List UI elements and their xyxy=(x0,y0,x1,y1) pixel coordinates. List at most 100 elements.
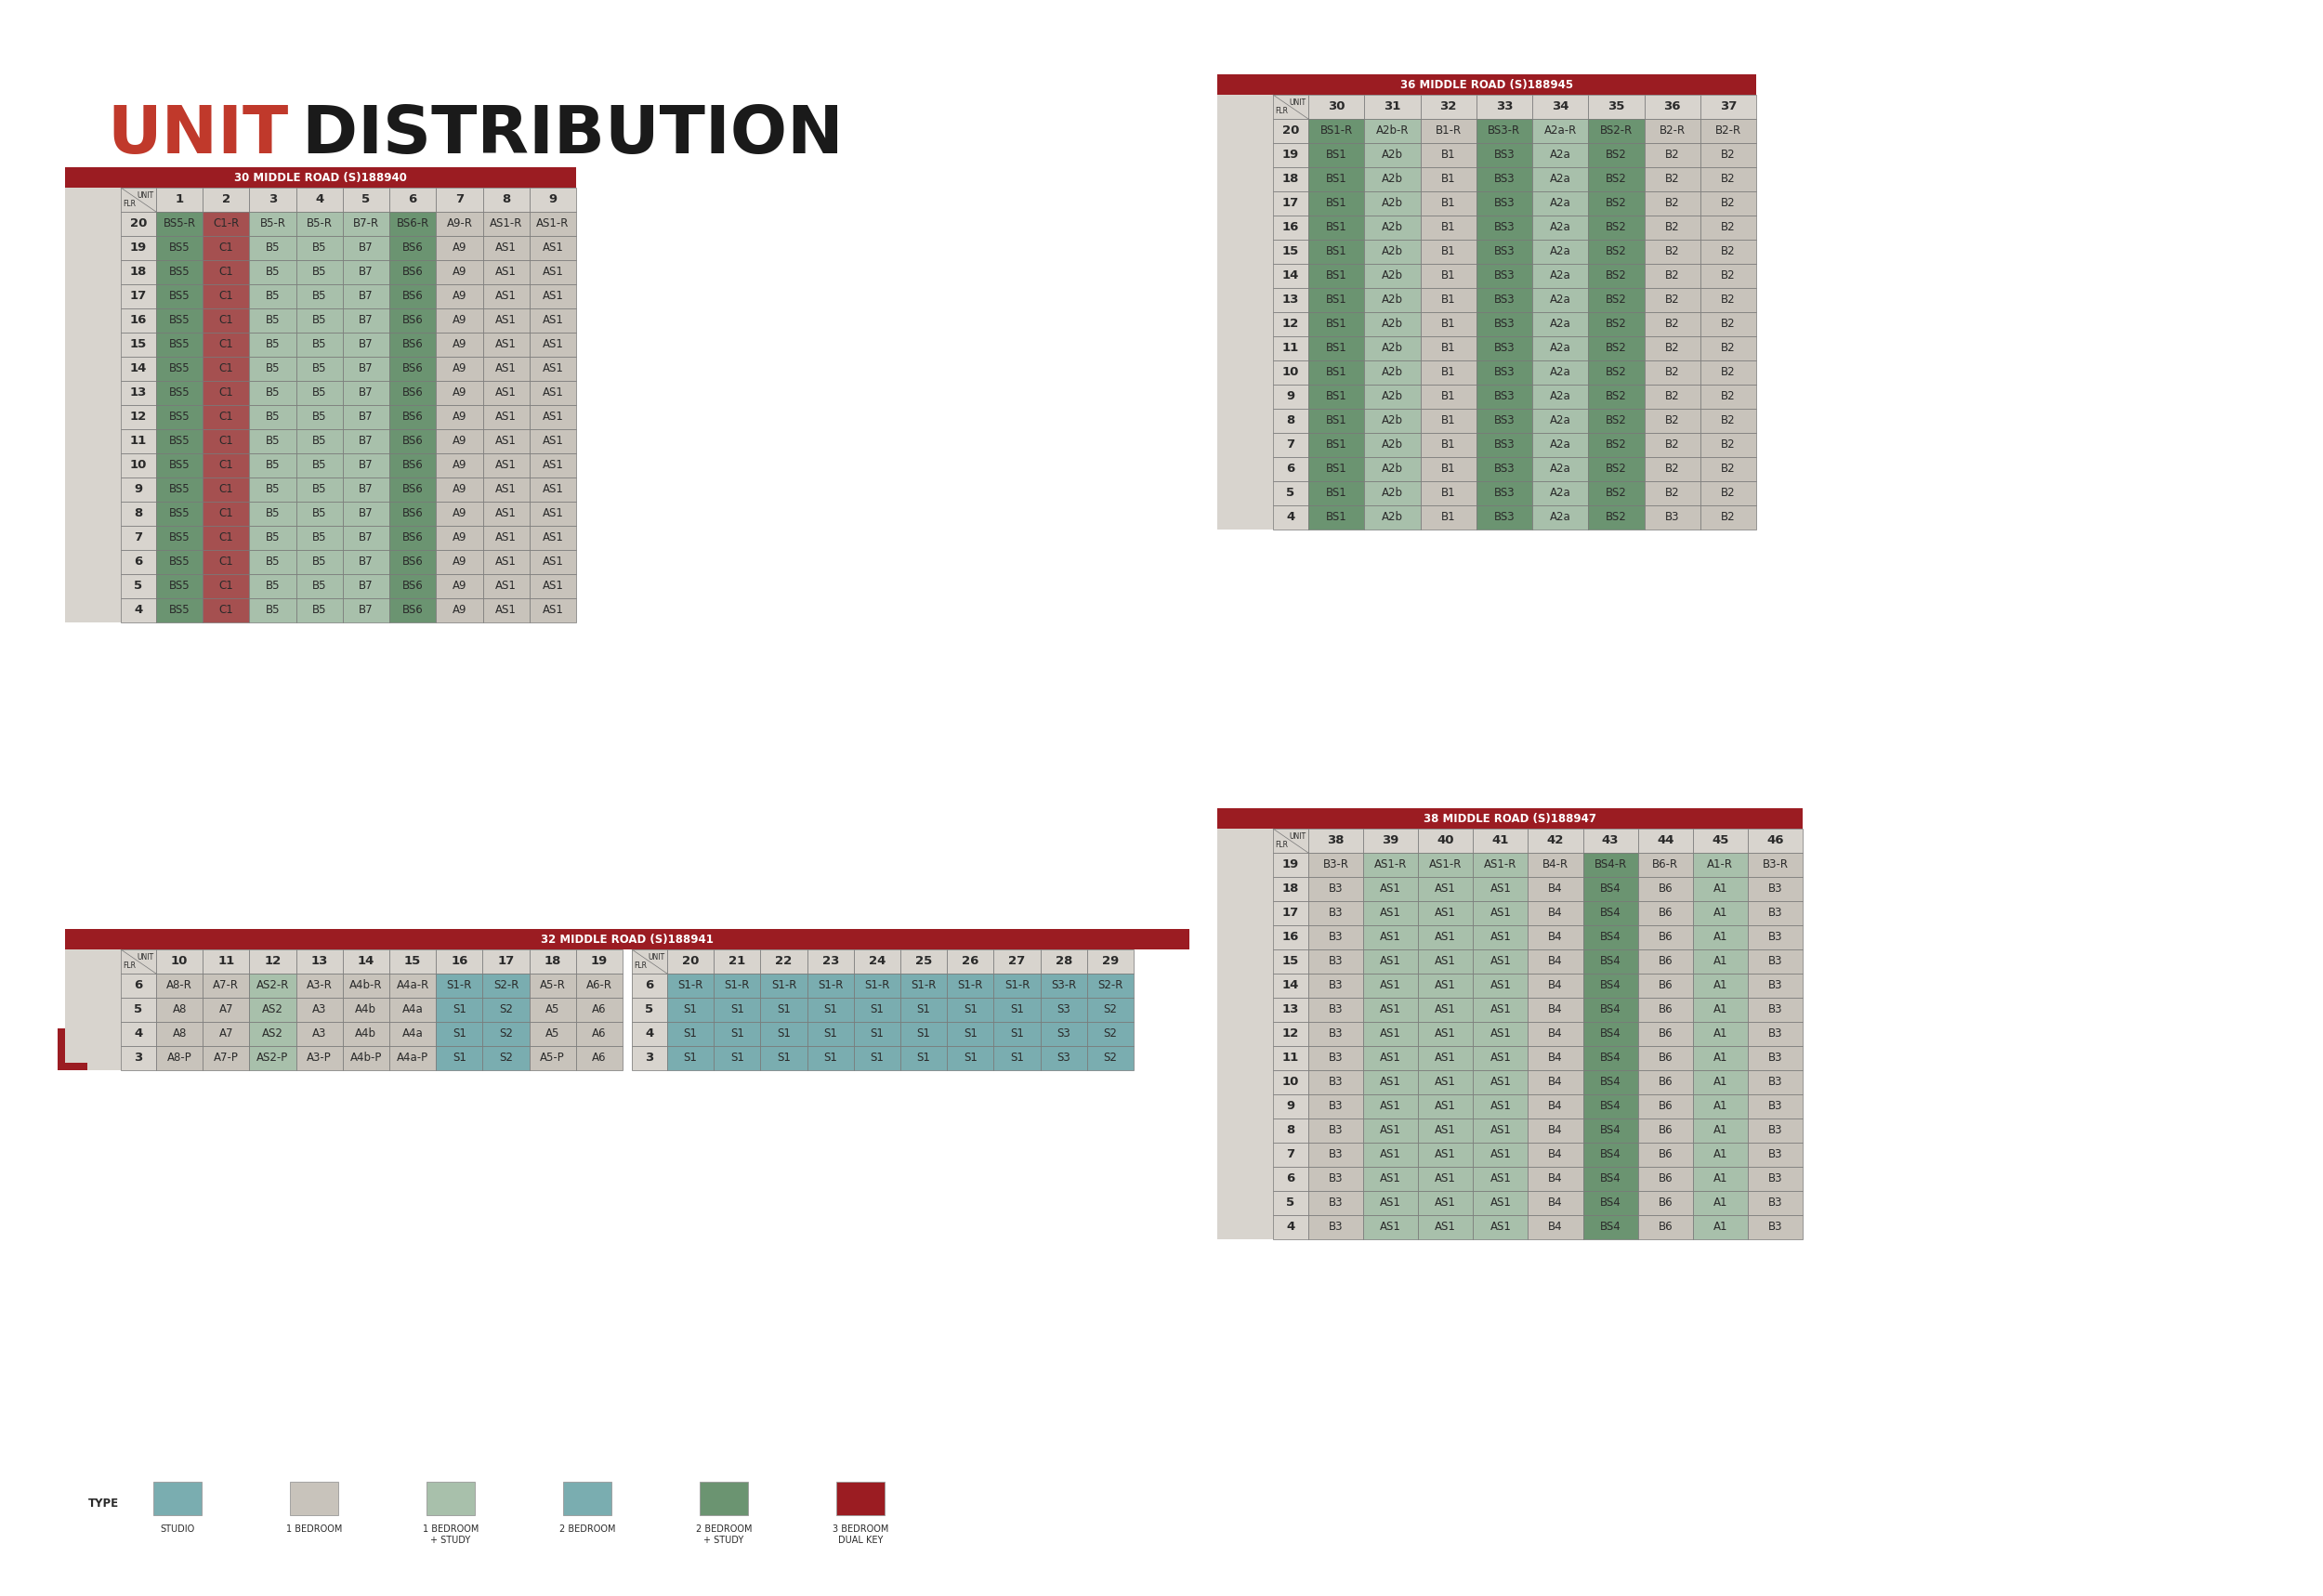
Text: S3: S3 xyxy=(1057,1004,1071,1015)
Text: S2: S2 xyxy=(499,1028,513,1041)
Bar xyxy=(437,212,483,236)
Text: S1-R: S1-R xyxy=(725,980,750,991)
Bar xyxy=(202,974,249,998)
Bar xyxy=(1419,482,1477,506)
Bar xyxy=(121,974,156,998)
Bar xyxy=(1273,287,1308,313)
Text: BS6: BS6 xyxy=(402,243,423,254)
Bar xyxy=(1645,506,1700,530)
Text: B7: B7 xyxy=(358,484,374,496)
Bar xyxy=(1041,1021,1087,1045)
Text: AS1: AS1 xyxy=(495,436,516,447)
Bar xyxy=(156,575,202,598)
Bar xyxy=(1417,998,1473,1021)
Text: BS1: BS1 xyxy=(1326,294,1347,306)
Text: UNIT: UNIT xyxy=(107,102,288,166)
Text: 32 MIDDLE ROAD (S)188941: 32 MIDDLE ROAD (S)188941 xyxy=(541,934,713,945)
Bar xyxy=(1473,998,1529,1021)
Text: B3: B3 xyxy=(1329,980,1343,991)
Bar xyxy=(1308,506,1364,530)
Text: 14: 14 xyxy=(358,956,374,967)
Bar xyxy=(344,212,390,236)
Bar xyxy=(1700,94,1756,120)
Text: 17: 17 xyxy=(1282,907,1299,919)
Text: A9: A9 xyxy=(453,460,467,471)
Text: BS2: BS2 xyxy=(1605,463,1626,476)
Bar xyxy=(1477,239,1533,263)
Text: S1-R: S1-R xyxy=(1004,980,1029,991)
Text: AS2-P: AS2-P xyxy=(258,1052,288,1065)
Bar xyxy=(1308,828,1364,852)
Bar xyxy=(1473,1167,1529,1191)
Text: BS5: BS5 xyxy=(170,508,190,520)
Text: A2a: A2a xyxy=(1549,318,1570,330)
Text: B2: B2 xyxy=(1721,487,1735,500)
Text: B3-R: B3-R xyxy=(1763,859,1789,871)
Bar xyxy=(249,501,295,525)
Text: 5: 5 xyxy=(362,193,369,206)
Bar xyxy=(1589,192,1645,215)
Text: B3: B3 xyxy=(1768,956,1782,967)
Bar xyxy=(1529,852,1582,876)
Text: B3: B3 xyxy=(1329,1125,1343,1136)
Bar xyxy=(530,998,576,1021)
Bar xyxy=(121,1021,156,1045)
Bar xyxy=(1589,385,1645,409)
Bar xyxy=(1645,287,1700,313)
Bar xyxy=(1419,456,1477,482)
Text: B7: B7 xyxy=(358,412,374,423)
Bar xyxy=(1533,361,1589,385)
Bar xyxy=(948,974,994,998)
Text: BS6: BS6 xyxy=(402,267,423,278)
Bar xyxy=(344,188,390,212)
Text: STUDIO: STUDIO xyxy=(160,1524,195,1534)
Text: A3: A3 xyxy=(311,1004,328,1015)
Text: B5: B5 xyxy=(311,484,328,496)
Text: AS1: AS1 xyxy=(495,531,516,544)
Text: 10: 10 xyxy=(130,460,146,471)
Bar xyxy=(994,1045,1041,1071)
Text: 13: 13 xyxy=(311,956,328,967)
Bar xyxy=(667,974,713,998)
Bar xyxy=(1645,385,1700,409)
Text: C1: C1 xyxy=(218,386,232,399)
Bar xyxy=(855,1021,901,1045)
Text: S2-R: S2-R xyxy=(492,980,518,991)
Bar xyxy=(344,525,390,551)
Bar xyxy=(202,332,249,358)
Bar xyxy=(1529,1167,1582,1191)
Bar xyxy=(1747,1045,1803,1071)
Bar xyxy=(483,236,530,260)
Bar xyxy=(1364,144,1419,168)
Bar xyxy=(202,308,249,332)
Text: A2b: A2b xyxy=(1382,294,1403,306)
Text: 30: 30 xyxy=(1329,101,1345,113)
Bar xyxy=(1638,852,1693,876)
Text: BS5: BS5 xyxy=(170,362,190,375)
Bar xyxy=(1364,1167,1417,1191)
Bar xyxy=(156,429,202,453)
Bar xyxy=(483,332,530,358)
Text: AS1: AS1 xyxy=(495,314,516,327)
Bar xyxy=(202,405,249,429)
Text: B6: B6 xyxy=(1659,883,1673,895)
Text: 12: 12 xyxy=(130,412,146,423)
Bar xyxy=(202,998,249,1021)
Bar xyxy=(249,950,295,974)
Bar xyxy=(1589,361,1645,385)
Bar xyxy=(295,551,344,575)
Bar xyxy=(1273,974,1308,998)
Bar xyxy=(1645,361,1700,385)
Text: B5: B5 xyxy=(265,314,281,327)
Text: B2: B2 xyxy=(1721,148,1735,161)
Text: A4b: A4b xyxy=(355,1004,376,1015)
Text: 12: 12 xyxy=(265,956,281,967)
Bar xyxy=(1273,215,1308,239)
Text: AS1: AS1 xyxy=(1380,883,1401,895)
Bar xyxy=(1473,1021,1529,1045)
Bar xyxy=(1308,1071,1364,1095)
Text: A9: A9 xyxy=(453,386,467,399)
Bar xyxy=(344,405,390,429)
Bar xyxy=(1364,902,1417,926)
Text: B1: B1 xyxy=(1440,439,1457,452)
